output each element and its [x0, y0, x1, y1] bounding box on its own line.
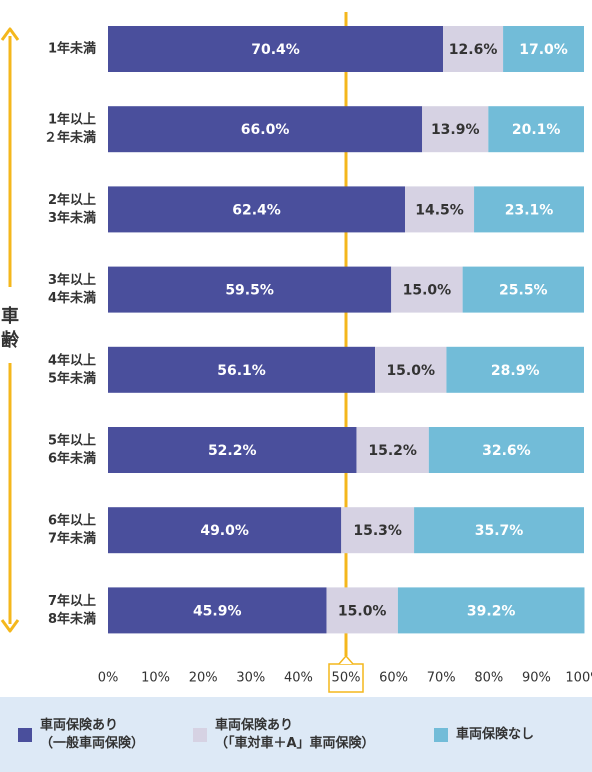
legend-label: 車両保険なし	[456, 727, 535, 742]
bar-value-label: 15.2%	[368, 443, 417, 459]
bar-value-label: 12.6%	[449, 42, 498, 58]
category-label: 4年未満	[48, 290, 96, 306]
category-label: 7年以上	[48, 593, 96, 609]
x-tick-label: 60%	[379, 671, 408, 686]
bar-segment	[446, 346, 584, 393]
x-tick-label: 80%	[474, 671, 503, 686]
bar-value-label: 59.5%	[225, 283, 274, 299]
bar-value-label: 35.7%	[475, 523, 524, 539]
category-label: 3年未満	[48, 210, 96, 226]
bar-value-label: 45.9%	[193, 603, 242, 619]
legend-label: （一般車両保険）	[40, 736, 145, 751]
axis-title-char: 車	[1, 305, 19, 327]
category-label: 6年未満	[48, 451, 96, 467]
category-label: 1年以上	[48, 112, 96, 128]
bar-value-label: 25.5%	[499, 283, 548, 299]
bar-segment	[108, 266, 392, 313]
legend-label: 車両保険あり	[215, 718, 294, 733]
category-label: 6年以上	[48, 513, 96, 529]
x-tick-label: 20%	[189, 671, 218, 686]
x-tick-label: 40%	[284, 671, 313, 686]
bar-value-label: 15.0%	[338, 603, 387, 619]
bar-segment	[108, 507, 342, 554]
x-tick-label: 0%	[98, 671, 119, 686]
bar-value-label: 32.6%	[482, 443, 531, 459]
highlight-tick-box	[328, 663, 364, 693]
bar-value-label: 17.0%	[519, 42, 568, 58]
highlight-tick-pointer	[338, 654, 354, 665]
bar-segment	[108, 106, 423, 153]
bar-value-label: 70.4%	[251, 42, 300, 58]
x-tick-label: 70%	[427, 671, 456, 686]
category-label: 5年未満	[48, 370, 96, 386]
category-label: ２年未満	[44, 130, 96, 146]
legend: 車両保険あり （一般車両保険） 車両保険あり （「車対車＋A」車両保険） 車両保…	[0, 697, 592, 772]
bar-value-label: 56.1%	[217, 363, 266, 379]
bar-segment	[326, 587, 398, 634]
axis-arrow-head-up	[0, 27, 20, 41]
stacked-bar-chart: 車齢 70.4% 12.6% 17.0% 1年未満 66.0% 13.9% 20.1% 1年以上…	[0, 12, 592, 693]
category-label: 2年以上	[48, 192, 96, 208]
bar-value-label: 23.1%	[505, 202, 554, 218]
bar-segment	[108, 26, 444, 72]
x-tick-label: 50%	[332, 671, 361, 686]
x-tick-label: 100%	[565, 671, 592, 686]
chart-svg: 車齢 70.4% 12.6% 17.0% 1年未満 66.0% 13.9% 20.1% 1年以上…	[0, 12, 592, 693]
bar-value-label: 15.0%	[403, 283, 452, 299]
bar-value-label: 15.0%	[386, 363, 435, 379]
bar-segment	[108, 346, 376, 393]
bar-segment	[356, 427, 429, 473]
bar-value-label: 52.2%	[208, 443, 257, 459]
bar-value-label: 20.1%	[512, 122, 561, 138]
bar-segment	[375, 346, 447, 393]
legend-swatch	[18, 728, 32, 742]
bar-value-label: 62.4%	[232, 202, 281, 218]
legend-swatch	[434, 728, 448, 742]
category-label: 8年未満	[48, 611, 96, 627]
bar-value-label: 28.9%	[491, 363, 540, 379]
bar-value-label: 13.9%	[431, 122, 480, 138]
bar-value-label: 66.0%	[241, 122, 290, 138]
bar-value-label: 14.5%	[415, 202, 464, 218]
bar-value-label: 15.3%	[353, 523, 402, 539]
category-label: 5年以上	[48, 433, 96, 449]
bar-segment	[405, 186, 475, 233]
bar-segment	[108, 587, 327, 634]
bar-segment	[391, 266, 463, 313]
bar-segment	[474, 186, 584, 233]
bar-value-label: 49.0%	[200, 523, 249, 539]
axis-arrow-head-down	[0, 619, 20, 633]
bar-segment	[414, 507, 584, 554]
bar-segment	[397, 587, 585, 634]
x-tick-label: 90%	[522, 671, 551, 686]
legend-swatch	[193, 728, 207, 742]
bar-segment	[503, 26, 584, 72]
x-tick-label: 10%	[141, 671, 170, 686]
bar-segment	[108, 427, 357, 473]
category-label: 1年未満	[48, 41, 96, 57]
category-label: 7年未満	[48, 531, 96, 547]
category-label: 4年以上	[48, 352, 96, 368]
x-tick-label: 30%	[236, 671, 265, 686]
bar-segment	[341, 507, 415, 554]
bar-segment	[422, 106, 489, 153]
category-label: 3年以上	[48, 272, 96, 288]
bar-segment	[488, 106, 584, 153]
axis-title-char: 齢	[1, 329, 20, 351]
bar-segment	[428, 427, 584, 473]
bar-segment	[462, 266, 584, 313]
bar-segment	[108, 186, 406, 233]
legend-label: 車両保険あり	[40, 718, 119, 733]
bar-value-label: 39.2%	[467, 603, 516, 619]
legend-label: （「車対車＋A」車両保険）	[215, 736, 375, 751]
bar-segment	[443, 26, 504, 72]
